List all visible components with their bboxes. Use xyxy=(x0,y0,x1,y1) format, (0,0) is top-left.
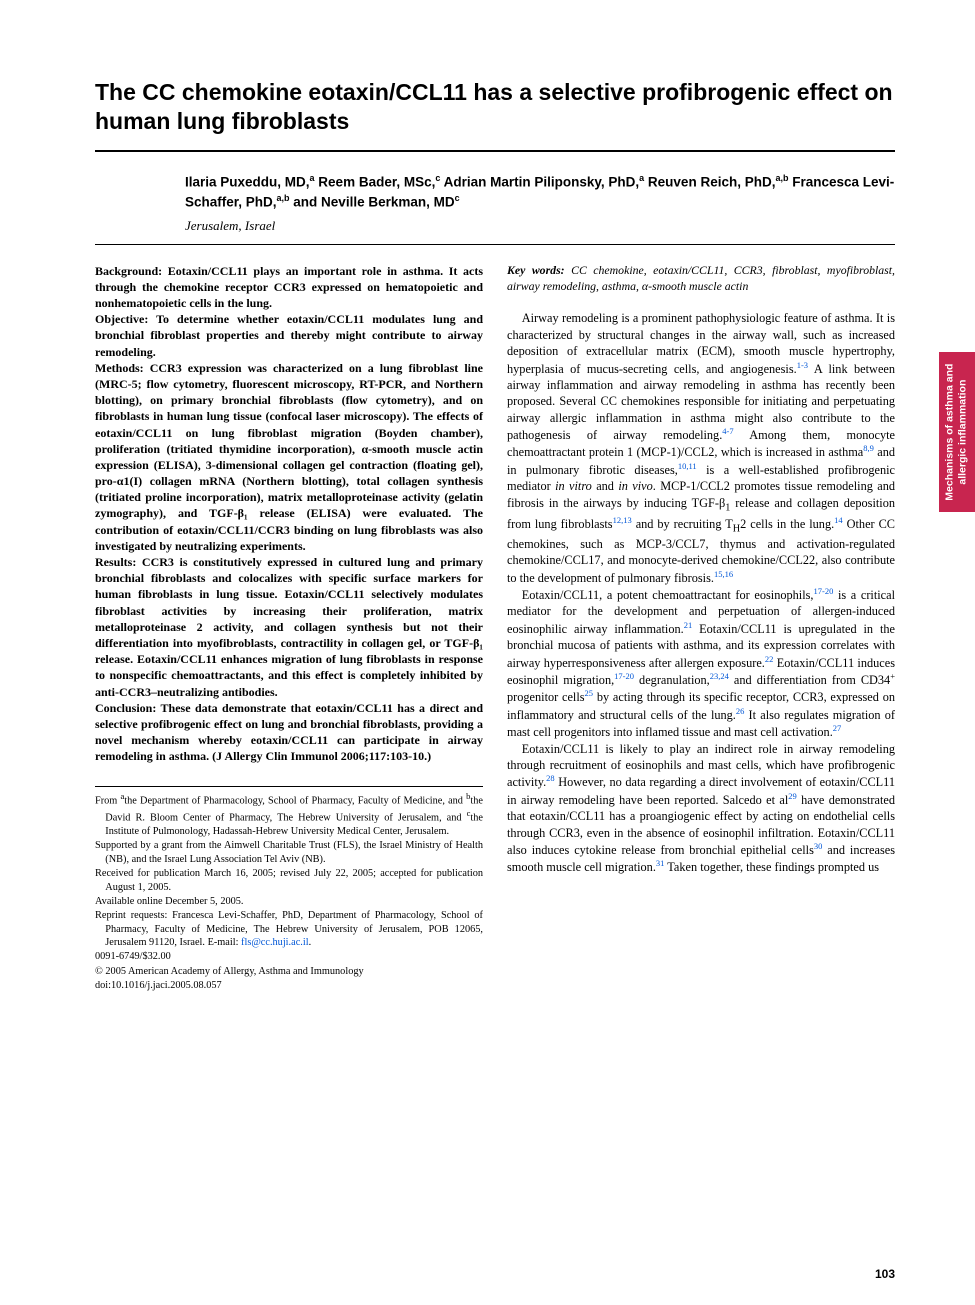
footnote-reprint: Reprint requests: Francesca Levi-Schaffe… xyxy=(95,909,483,949)
body-paragraph-1: Airway remodeling is a prominent pathoph… xyxy=(507,310,895,586)
keywords-text: CC chemokine, eotaxin/CCL11, CCR3, fibro… xyxy=(507,263,895,293)
abstract-background: Background: Eotaxin/CCL11 plays an impor… xyxy=(95,263,483,312)
body-paragraph-3: Eotaxin/CCL11 is likely to play an indir… xyxy=(507,741,895,876)
body-text: Airway remodeling is a prominent pathoph… xyxy=(507,310,895,875)
footnote-available: Available online December 5, 2005. xyxy=(95,895,483,908)
footnote-issn: 0091-6749/$32.00 xyxy=(95,950,483,963)
left-column: Background: Eotaxin/CCL11 plays an impor… xyxy=(95,263,483,994)
two-column-layout: Background: Eotaxin/CCL11 plays an impor… xyxy=(95,263,895,994)
author-location: Jerusalem, Israel xyxy=(185,218,895,234)
footnote-supported: Supported by a grant from the Aimwell Ch… xyxy=(95,839,483,866)
authors-list: Ilaria Puxeddu, MD,a Reem Bader, MSc,c A… xyxy=(185,172,895,212)
keywords: Key words: CC chemokine, eotaxin/CCL11, … xyxy=(507,263,895,295)
journal-page: The CC chemokine eotaxin/CCL11 has a sel… xyxy=(0,0,975,1034)
authors-block: Ilaria Puxeddu, MD,a Reem Bader, MSc,c A… xyxy=(185,172,895,212)
article-title: The CC chemokine eotaxin/CCL11 has a sel… xyxy=(95,78,895,136)
right-column: Key words: CC chemokine, eotaxin/CCL11, … xyxy=(507,263,895,994)
abstract-methods: Methods: CCR3 expression was characteriz… xyxy=(95,360,483,554)
footnote-from: From athe Department of Pharmacology, Sc… xyxy=(95,791,483,838)
rule-bottom xyxy=(95,244,895,245)
rule-top xyxy=(95,150,895,152)
abstract-results: Results: CCR3 is constitutively expresse… xyxy=(95,554,483,700)
footnote-received: Received for publication March 16, 2005;… xyxy=(95,867,483,894)
abstract-objective: Objective: To determine whether eotaxin/… xyxy=(95,311,483,360)
page-number: 103 xyxy=(875,1267,895,1281)
keywords-label: Key words: xyxy=(507,263,565,277)
body-paragraph-2: Eotaxin/CCL11, a potent chemoattractant … xyxy=(507,586,895,741)
abstract: Background: Eotaxin/CCL11 plays an impor… xyxy=(95,263,483,765)
footnote-copyright: © 2005 American Academy of Allergy, Asth… xyxy=(95,965,483,978)
title-block: The CC chemokine eotaxin/CCL11 has a sel… xyxy=(95,78,895,136)
abstract-conclusion: Conclusion: These data demonstrate that … xyxy=(95,700,483,765)
footnote-doi: doi:10.1016/j.jaci.2005.08.057 xyxy=(95,979,483,992)
footnotes: From athe Department of Pharmacology, Sc… xyxy=(95,786,483,992)
